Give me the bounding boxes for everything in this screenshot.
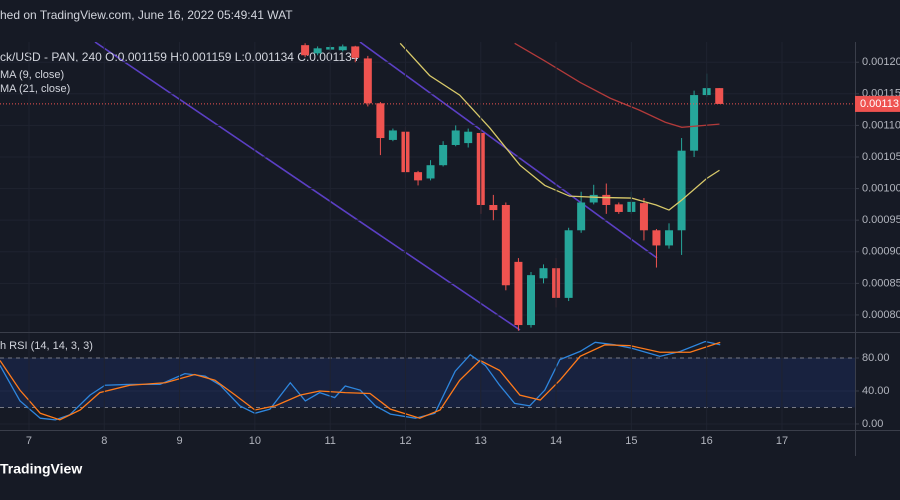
candle-body: [426, 165, 435, 179]
candle-body: [589, 194, 598, 203]
candle-body: [351, 46, 360, 58]
x-tick-label: 13: [475, 435, 487, 447]
candle-body: [690, 95, 699, 151]
pane: [0, 42, 855, 331]
candle-body: [439, 144, 448, 166]
y-tick-label: 0.00085: [862, 277, 900, 289]
y-tick-label: 0.00: [862, 418, 883, 430]
series-line: [0, 341, 721, 421]
y-tick-label: 0.00095: [862, 214, 900, 226]
candle-body: [577, 202, 586, 231]
x-tick-label: 14: [550, 435, 562, 447]
x-tick-label: 9: [177, 435, 183, 447]
candle-body: [388, 130, 397, 140]
y-tick-label: 40.00: [862, 385, 890, 397]
candle-body: [526, 275, 535, 326]
last-price-tag: [855, 95, 900, 112]
trend-line: [94, 42, 521, 331]
published-note: hed on TradingView.com, June 16, 2022 05…: [0, 8, 293, 22]
x-tick-label: 12: [399, 435, 411, 447]
logo: TradingView: [0, 461, 82, 477]
y-tick-label: 0.00090: [862, 246, 900, 258]
x-tick-label: 17: [776, 435, 788, 447]
candle-body: [677, 150, 686, 231]
y-tick-label: 0.00105: [862, 151, 900, 163]
candle-body: [338, 46, 347, 51]
y-tick-label: 0.00120: [862, 56, 900, 68]
y-tick-label: 0.00080: [862, 309, 900, 321]
candle-body: [414, 172, 423, 181]
series-line: [0, 340, 721, 421]
x-tick-label: 10: [249, 435, 261, 447]
candle-body: [539, 268, 548, 279]
candle-body: [715, 88, 724, 104]
trend-line: [359, 42, 658, 259]
candle-body: [313, 48, 322, 54]
candle-body: [489, 205, 498, 211]
candle-body: [665, 230, 674, 246]
y-tick-label: 0.00100: [862, 182, 900, 194]
candle-body: [451, 130, 460, 145]
candle-body: [464, 131, 473, 144]
legend-entry: MA (9, close): [0, 69, 64, 81]
y-tick-label: 80.00: [862, 352, 890, 364]
candle-body: [514, 261, 523, 326]
candle-body: [614, 204, 623, 212]
series-line: [399, 42, 720, 211]
candle-body: [501, 205, 510, 286]
candle-body: [602, 194, 611, 206]
x-tick-label: 7: [26, 435, 32, 447]
x-tick-label: 16: [701, 435, 713, 447]
candle-body: [564, 230, 573, 298]
indicator-title: h RSI (14, 14, 3, 3): [0, 340, 93, 352]
candle-body: [639, 203, 648, 231]
x-tick-label: 15: [625, 435, 637, 447]
candle-body: [376, 103, 385, 139]
candle-body: [363, 58, 372, 104]
band-fill: [0, 357, 855, 408]
y-tick-label: 0.00110: [862, 119, 900, 131]
last-price-label: 0.00113: [860, 98, 899, 110]
x-tick-label: 11: [324, 435, 335, 447]
candle-body: [301, 45, 310, 56]
candle-body: [652, 230, 661, 246]
pane: [0, 340, 855, 425]
legend-entry: MA (21, close): [0, 83, 70, 95]
x-tick-label: 8: [101, 435, 107, 447]
